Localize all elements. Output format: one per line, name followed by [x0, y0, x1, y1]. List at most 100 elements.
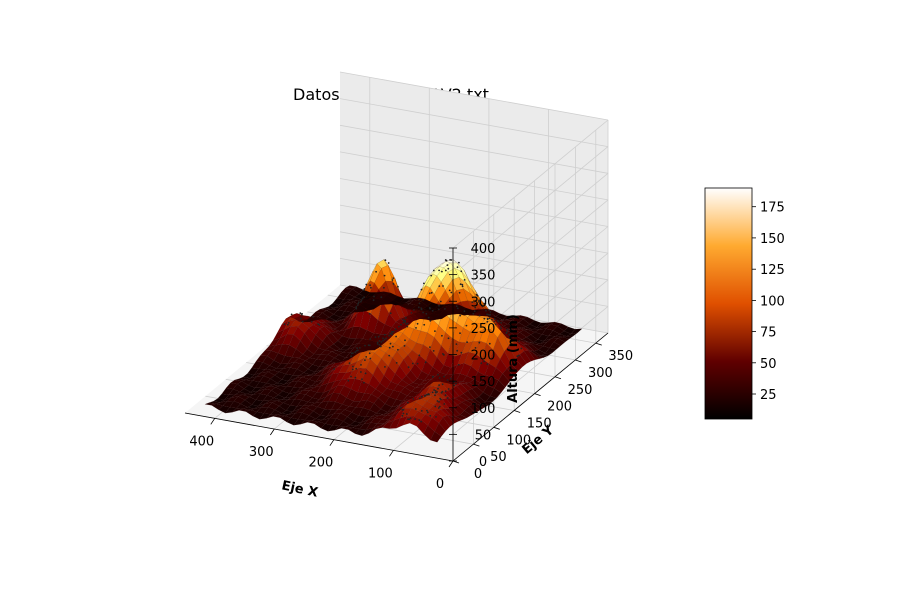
y-axis-line — [452, 332, 609, 462]
sample-point — [459, 332, 461, 335]
sample-point — [416, 322, 419, 325]
sample-point — [403, 319, 405, 322]
sample-point — [483, 360, 486, 363]
sample-point — [417, 306, 420, 309]
sample-point — [474, 306, 477, 309]
sample-point — [400, 323, 402, 326]
sample-point — [473, 310, 476, 312]
sample-point — [354, 351, 357, 353]
surface-patch — [522, 316, 535, 325]
sample-point — [300, 317, 302, 320]
sample-point — [487, 313, 490, 316]
surface-patch — [556, 323, 569, 332]
sample-point — [430, 274, 433, 277]
sample-point — [520, 347, 523, 350]
sample-point — [441, 334, 443, 337]
sample-point — [411, 362, 414, 365]
sample-point — [429, 414, 432, 417]
x-axis-line — [184, 412, 454, 462]
sample-point — [408, 418, 411, 421]
sample-point — [439, 300, 442, 303]
grid-line-z-back — [339, 71, 609, 121]
sample-point — [402, 321, 405, 324]
sample-point — [380, 341, 383, 343]
sample-point — [518, 354, 520, 357]
sample-point — [370, 286, 372, 289]
sample-point — [447, 337, 450, 340]
sample-point — [434, 330, 436, 332]
sample-point — [460, 270, 463, 273]
sample-point — [450, 259, 453, 261]
sample-point — [374, 336, 377, 338]
sample-point — [368, 344, 371, 347]
sample-point — [460, 351, 463, 354]
sample-point — [395, 335, 397, 338]
sample-point — [478, 314, 481, 317]
sample-point — [418, 302, 421, 305]
sample-point — [350, 355, 352, 358]
sample-point — [350, 375, 352, 378]
sample-point — [414, 418, 417, 420]
sample-point — [290, 313, 293, 316]
colorbar: 25 50 75 100 125 150 175 — [704, 187, 785, 420]
sample-point — [448, 289, 451, 292]
z-tick-label: 0 — [479, 455, 487, 470]
x-tick-label: 300 — [249, 445, 274, 460]
sample-point — [438, 377, 441, 379]
sample-points — [283, 259, 523, 423]
sample-point — [459, 314, 462, 317]
sample-point — [493, 318, 496, 321]
sample-point — [347, 379, 350, 382]
sample-point — [446, 397, 449, 399]
sample-point — [418, 298, 420, 301]
sample-point — [412, 309, 415, 311]
sample-point — [425, 312, 428, 315]
sample-point — [461, 285, 464, 288]
sample-point — [355, 306, 358, 308]
sample-point — [500, 321, 502, 324]
sample-point — [424, 361, 427, 364]
sample-point — [391, 333, 393, 336]
y-tick — [595, 342, 602, 346]
sample-point — [443, 375, 445, 378]
sample-point — [368, 312, 371, 315]
x-tick-label: 100 — [368, 466, 393, 481]
sample-point — [406, 325, 409, 328]
sample-point — [363, 296, 365, 298]
surface-patch — [570, 328, 583, 335]
sample-point — [364, 359, 366, 361]
sample-point — [404, 339, 406, 342]
sample-point — [453, 384, 456, 387]
sample-point — [420, 410, 423, 412]
sample-point — [383, 286, 385, 289]
sample-point — [429, 320, 432, 322]
sample-point — [377, 335, 380, 338]
sample-point — [383, 274, 386, 277]
sample-point — [368, 352, 371, 355]
sample-point — [426, 393, 428, 396]
sample-point — [378, 344, 381, 346]
sample-point — [362, 289, 365, 291]
sample-point — [423, 395, 426, 397]
surface-patch — [495, 313, 508, 320]
sample-point — [352, 365, 354, 368]
colorbar-tick-label: 150 — [760, 232, 785, 247]
sample-point — [286, 323, 289, 326]
grid-line-z-left — [452, 306, 609, 435]
sample-point — [399, 406, 402, 409]
surface-patch — [406, 297, 419, 303]
sample-point — [441, 390, 444, 393]
grid-line-z-back — [339, 204, 609, 254]
sample-point — [358, 347, 361, 349]
colorbar-tick-label: 75 — [760, 326, 777, 341]
colorbar-tick-label: 100 — [760, 294, 785, 309]
sample-point — [401, 414, 404, 417]
sample-point — [455, 305, 458, 308]
sample-point — [444, 308, 446, 310]
sample-point — [478, 301, 480, 303]
surface-patch — [502, 315, 515, 321]
z-tick-label: 150 — [471, 375, 496, 390]
sample-point — [458, 291, 461, 294]
sample-point — [444, 269, 447, 272]
grid-line-z-back — [339, 124, 609, 174]
